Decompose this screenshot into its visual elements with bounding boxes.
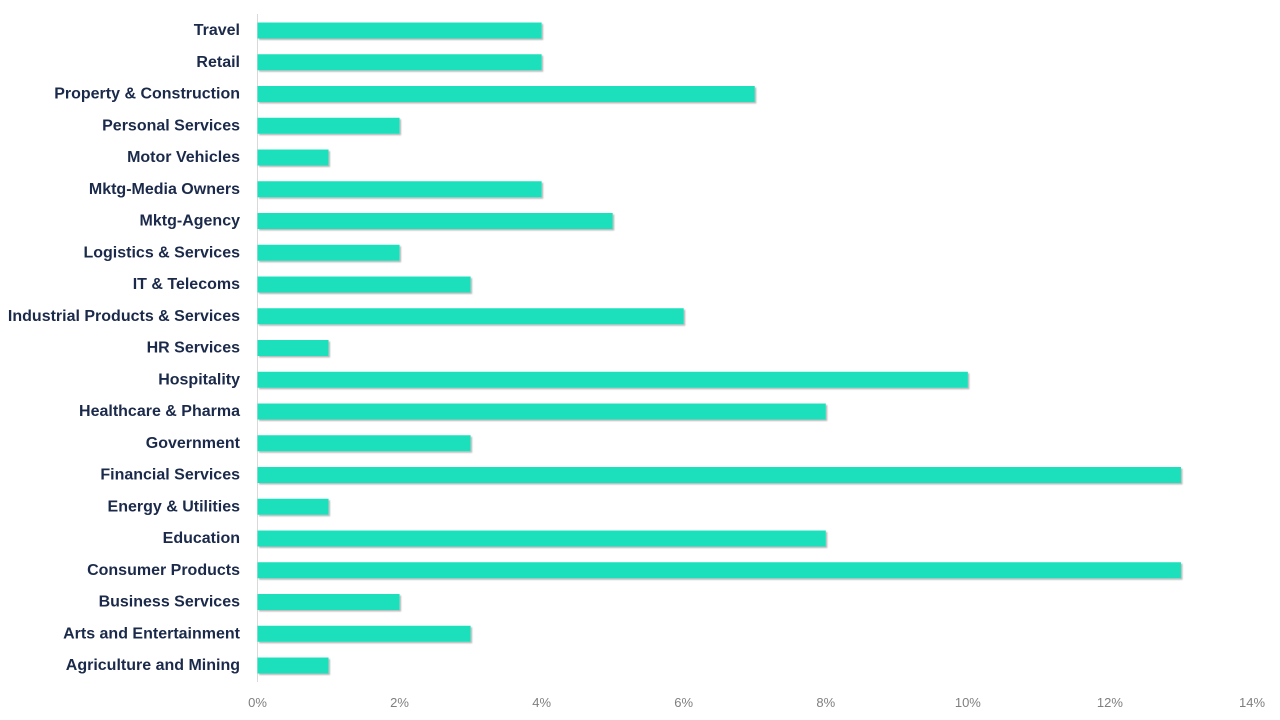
x-tick-label: 10%	[955, 695, 981, 710]
bars-group	[257, 22, 1181, 674]
category-label-hospitality: Hospitality	[158, 371, 240, 388]
category-label-mktg-media-owners: Mktg-Media Owners	[89, 181, 240, 198]
x-tick-label: 4%	[532, 695, 551, 710]
bar-hr-services	[257, 340, 329, 356]
x-tick-label: 14%	[1239, 695, 1265, 710]
bar-mktg-media-owners	[257, 181, 542, 198]
bar-property-construction	[257, 86, 755, 102]
category-label-mktg-agency: Mktg-Agency	[140, 213, 241, 230]
x-tick-label: 8%	[816, 695, 835, 710]
x-tick-label: 0%	[248, 695, 267, 710]
category-labels: Travel Retail Property & Construction Perso…	[8, 22, 241, 674]
bar-personal-services	[257, 117, 400, 134]
bar-financial-services	[257, 467, 1181, 483]
bar-arts-and-entertainment	[257, 625, 471, 642]
category-label-financial-services: Financial Services	[100, 467, 240, 484]
x-axis-ticks: 0% 2% 4% 6% 8% 10% 12% 14%	[248, 695, 1265, 710]
bar-education	[257, 530, 826, 547]
bar-consumer-products	[257, 562, 1181, 579]
category-label-hr-services: HR Services	[147, 340, 240, 357]
bar-industrial-products-services	[257, 308, 684, 325]
category-label-personal-services: Personal Services	[102, 117, 240, 134]
category-label-it-telecoms: IT & Telecoms	[133, 276, 240, 293]
category-label-agriculture-and-mining: Agriculture and Mining	[66, 657, 240, 674]
bar-motor-vehicles	[257, 149, 329, 166]
category-label-healthcare-pharma: Healthcare & Pharma	[79, 403, 240, 420]
bar-healthcare-pharma	[257, 403, 826, 420]
bar-mktg-agency	[257, 213, 613, 229]
category-label-consumer-products: Consumer Products	[87, 562, 240, 579]
category-label-education: Education	[163, 530, 240, 547]
bar-hospitality	[257, 371, 968, 388]
x-tick-label: 2%	[390, 695, 409, 710]
category-label-business-services: Business Services	[99, 594, 241, 611]
bar-retail	[257, 54, 542, 71]
x-tick-label: 6%	[674, 695, 693, 710]
category-label-logistics-services: Logistics & Services	[83, 244, 240, 261]
category-label-energy-utilities: Energy & Utilities	[108, 498, 241, 515]
bar-energy-utilities	[257, 498, 329, 515]
bar-travel	[257, 22, 542, 39]
category-label-travel: Travel	[194, 22, 240, 39]
bar-business-services	[257, 594, 400, 610]
x-tick-label: 12%	[1097, 695, 1123, 710]
bar-agriculture-and-mining	[257, 657, 329, 674]
bar-government	[257, 435, 471, 452]
category-label-retail: Retail	[196, 54, 240, 71]
bar-logistics-services	[257, 244, 400, 261]
category-label-property-construction: Property & Construction	[54, 86, 240, 103]
bar-it-telecoms	[257, 276, 471, 293]
category-label-industrial-products-services: Industrial Products & Services	[8, 308, 240, 325]
category-label-government: Government	[146, 435, 241, 452]
category-label-motor-vehicles: Motor Vehicles	[127, 149, 240, 166]
category-label-arts-and-entertainment: Arts and Entertainment	[63, 625, 241, 642]
